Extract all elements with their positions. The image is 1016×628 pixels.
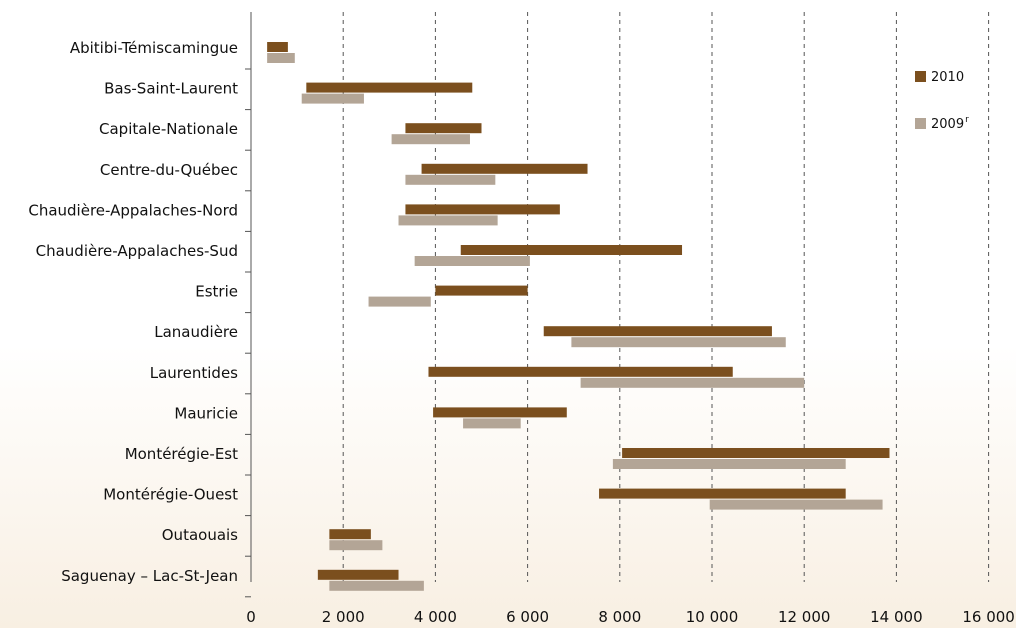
bar-2010 bbox=[543, 326, 772, 337]
bar-2009r bbox=[329, 580, 424, 591]
category-label: Abitibi-Témiscamingue bbox=[70, 39, 238, 57]
category-label: Mauricie bbox=[174, 404, 238, 422]
bar-2010 bbox=[329, 529, 371, 540]
bar-2009r bbox=[405, 174, 496, 185]
category-label: Chaudière-Appalaches-Nord bbox=[28, 201, 238, 219]
bar-2010 bbox=[421, 163, 588, 174]
bar-2010 bbox=[599, 488, 846, 499]
category-label: Outaouais bbox=[162, 526, 238, 544]
bar-layer bbox=[267, 42, 890, 591]
category-label: Centre-du-Québec bbox=[100, 161, 238, 179]
bar-2009r bbox=[368, 296, 431, 307]
bar-2010 bbox=[622, 448, 890, 458]
bar-2009r bbox=[612, 459, 846, 469]
legend-label-superscript: r bbox=[965, 115, 969, 125]
x-tick-label: 16 000 bbox=[962, 608, 1015, 626]
bar-2010 bbox=[433, 407, 567, 418]
category-label: Montérégie-Ouest bbox=[103, 486, 238, 504]
category-label: Montérégie-Est bbox=[125, 445, 238, 463]
bar-2010 bbox=[306, 82, 473, 93]
legend: 2010 2009 r bbox=[915, 70, 969, 132]
category-label: Chaudière-Appalaches-Sud bbox=[36, 242, 238, 260]
legend-swatch bbox=[915, 71, 926, 82]
bar-2009r bbox=[580, 377, 805, 388]
bar-2010 bbox=[317, 569, 399, 580]
axis-layer: 0 2 000 4 000 6 000 8 000 10 000 12 000 14 000 1… bbox=[28, 12, 1015, 626]
category-label: Bas-Saint-Laurent bbox=[104, 80, 238, 98]
legend-label: 2010 bbox=[931, 70, 964, 85]
x-tick-label: 4 000 bbox=[414, 608, 457, 626]
category-label: Saguenay – Lac-St-Jean bbox=[61, 567, 238, 585]
x-tick-label: 2 000 bbox=[322, 608, 365, 626]
legend-label: 2009 bbox=[931, 117, 964, 132]
category-label: Estrie bbox=[195, 283, 238, 301]
x-tick-label: 8 000 bbox=[598, 608, 641, 626]
bar-2009r bbox=[267, 53, 295, 63]
bar-2009r bbox=[571, 337, 786, 348]
bar-2010 bbox=[267, 42, 288, 52]
x-tick-label: 14 000 bbox=[870, 608, 923, 626]
x-tick-label: 6 000 bbox=[506, 608, 549, 626]
bar-2009r bbox=[398, 215, 498, 226]
bar-2009r bbox=[414, 256, 530, 266]
bar-2009r bbox=[463, 418, 521, 429]
category-label: Capitale-Nationale bbox=[99, 120, 238, 138]
bar-2009r bbox=[391, 134, 470, 145]
legend-swatch bbox=[915, 118, 926, 129]
bar-2009r bbox=[709, 499, 883, 510]
category-label: Lanaudière bbox=[154, 323, 238, 341]
category-label: Laurentides bbox=[150, 364, 238, 382]
bar-2009r bbox=[301, 93, 364, 104]
bar-2010 bbox=[405, 204, 560, 215]
bar-2010 bbox=[435, 285, 528, 296]
x-tick-label: 10 000 bbox=[686, 608, 739, 626]
bar-2009r bbox=[329, 540, 383, 551]
x-tick-label: 12 000 bbox=[778, 608, 831, 626]
bar-2010 bbox=[428, 366, 733, 377]
bar-2010 bbox=[460, 245, 683, 255]
x-tick-label: 0 bbox=[246, 608, 256, 626]
bar-2010 bbox=[405, 123, 482, 134]
grid-layer bbox=[342, 12, 990, 582]
